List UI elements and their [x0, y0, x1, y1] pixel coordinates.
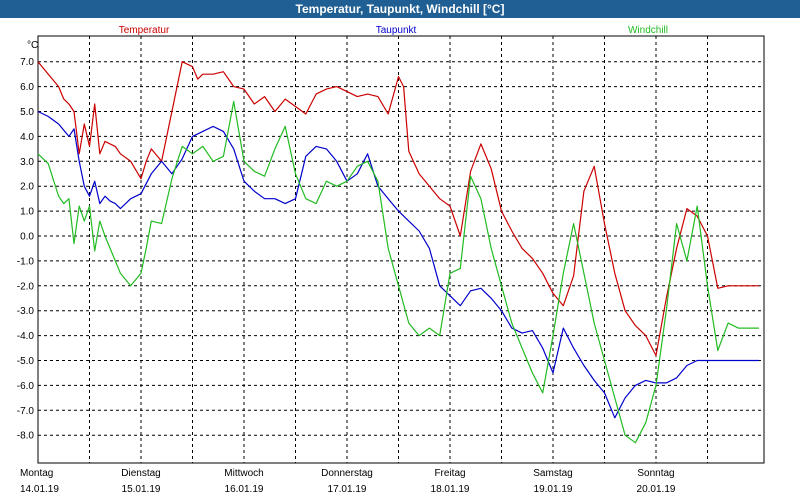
- day-label-date: 20.01.19: [637, 484, 676, 495]
- y-tick-label: 3.0: [20, 157, 34, 168]
- y-tick-label: -5.0: [17, 356, 35, 367]
- y-axis-unit: °C: [27, 40, 38, 51]
- y-tick-label: -1.0: [17, 256, 35, 267]
- legend-temperatur: Temperatur: [119, 25, 170, 36]
- series-line-windchill: [37, 100, 759, 444]
- chart: 7.0 6.0 5.0 4.0 3.0 2.0 1.0 0.0 -1.0 -2.0 -3.0 -4.0…: [17, 25, 765, 495]
- y-axis: 7.0 6.0 5.0 4.0 3.0 2.0 1.0 0.0 -1.0 -2.0 -3.0 -4.0…: [17, 57, 35, 442]
- legend-taupunkt: Taupunkt: [376, 25, 417, 36]
- day-label-date: 17.01.19: [328, 484, 367, 495]
- y-tick-label: -7.0: [17, 406, 35, 417]
- day-label-weekday: Montag: [20, 468, 53, 479]
- chart-title: Temperatur, Taupunkt, Windchill [°C]: [0, 0, 800, 18]
- day-label-weekday: Sonntag: [637, 468, 674, 479]
- day-label-weekday: Donnerstag: [321, 468, 373, 479]
- day-label-date: 16.01.19: [225, 484, 264, 495]
- plot-area: [37, 35, 765, 464]
- y-tick-label: -3.0: [17, 306, 35, 317]
- y-tick-label: -8.0: [17, 431, 35, 442]
- day-label-date: 18.01.19: [431, 484, 470, 495]
- series-lines: [37, 61, 759, 444]
- day-label-date: 14.01.19: [20, 484, 59, 495]
- day-label-weekday: Dienstag: [121, 468, 160, 479]
- y-tick-label: 1.0: [20, 207, 34, 218]
- legend-windchill: Windchill: [628, 25, 668, 36]
- x-axis: Montag 14.01.19 Dienstag 15.01.19 Mittwoch 16…: [20, 468, 676, 495]
- grid: [38, 36, 764, 463]
- y-tick-label: 4.0: [20, 132, 34, 143]
- y-tick-label: 7.0: [20, 57, 34, 68]
- day-label-date: 19.01.19: [534, 484, 573, 495]
- day-label-weekday: Mittwoch: [224, 468, 263, 479]
- y-tick-label: -4.0: [17, 331, 35, 342]
- y-tick-label: 2.0: [20, 182, 34, 193]
- y-tick-label: 0.0: [20, 232, 34, 243]
- day-label-weekday: Freitag: [434, 468, 465, 479]
- day-label-weekday: Samstag: [533, 468, 572, 479]
- legend: Temperatur Taupunkt Windchill: [119, 25, 668, 36]
- y-tick-label: 5.0: [20, 107, 34, 118]
- day-label-date: 15.01.19: [122, 484, 161, 495]
- y-tick-label: 6.0: [20, 82, 34, 93]
- y-tick-label: -6.0: [17, 381, 35, 392]
- y-tick-label: -2.0: [17, 281, 35, 292]
- series-line-temperatur: [37, 61, 759, 357]
